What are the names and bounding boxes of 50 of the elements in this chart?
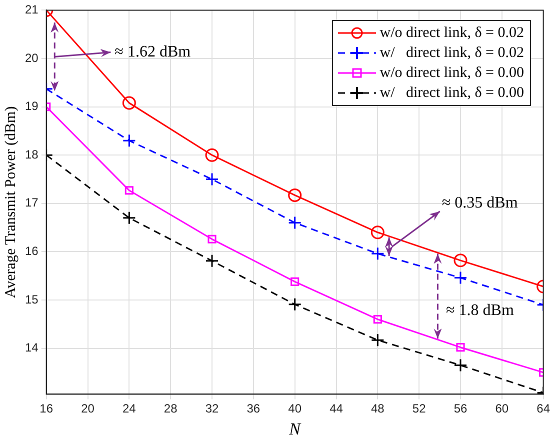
point [124, 186, 134, 195]
x-tick-label: 64 [536, 402, 550, 416]
point [454, 254, 468, 268]
x-tick-label: 36 [246, 402, 260, 416]
point [370, 246, 384, 260]
point [205, 172, 219, 186]
point [288, 188, 302, 202]
point [208, 234, 216, 244]
x-tick-label: 44 [330, 402, 344, 416]
x-tick-label: 52 [412, 402, 426, 416]
x-tick-label: 32 [205, 402, 219, 416]
legend-label: w/o direct link, δ = 0.00 [380, 64, 524, 83]
annotation: ≈ 1.8 dBm [446, 302, 514, 319]
y-tick-label: 18 [24, 147, 39, 162]
point [122, 134, 136, 148]
y-tick-label: 20 [24, 50, 39, 65]
point [370, 333, 384, 347]
point [288, 216, 302, 230]
x-tick-label: 40 [288, 402, 302, 416]
x-tick-label: 24 [122, 402, 136, 416]
point [122, 211, 136, 225]
y-tick-label: 14 [24, 340, 39, 355]
y-axis-title: Average Transmit Power (dBm) [2, 106, 19, 298]
x-tick-label: 48 [370, 402, 385, 416]
y-tick-label: 19 [24, 99, 39, 114]
point [205, 254, 219, 268]
annotation: ≈ 0.35 dBm [442, 194, 518, 212]
point [290, 277, 300, 286]
y-tick-label: 17 [24, 196, 39, 210]
y-tick-label: 16 [24, 244, 39, 258]
x-tick-label: 60 [495, 402, 509, 416]
y-tick-label: 21 [24, 2, 39, 17]
point [288, 298, 302, 312]
x-axis-title: N [288, 419, 302, 438]
point [373, 315, 382, 324]
y-tick-label: 15 [24, 292, 39, 306]
point [205, 148, 219, 162]
point [454, 358, 468, 372]
legend-label: w/ direct link, δ = 0.00 [380, 84, 524, 103]
legend-label: w/o direct link, δ = 0.02 [380, 24, 524, 43]
legend-label: w/ direct link, δ = 0.02 [380, 44, 524, 63]
x-tick-label: 20 [81, 402, 95, 416]
x-tick-label: 28 [164, 402, 178, 416]
annotation: ≈ 1.62 dBm [114, 43, 192, 60]
point [456, 343, 465, 352]
point [122, 96, 136, 110]
x-tick-label: 56 [454, 402, 468, 416]
point [454, 271, 468, 285]
point [370, 226, 384, 240]
x-tick-label: 16 [40, 402, 54, 416]
